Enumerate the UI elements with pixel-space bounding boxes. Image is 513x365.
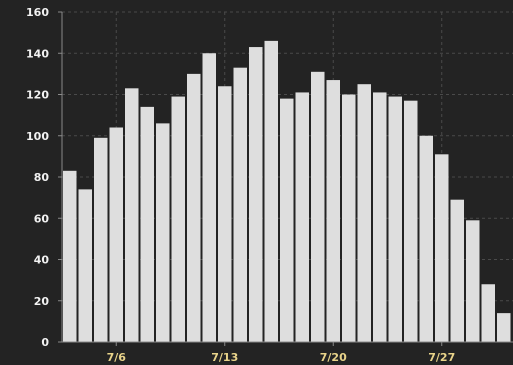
- bar-7/23: [373, 92, 387, 342]
- bar-7/30: [481, 284, 495, 342]
- bar-7/17: [280, 98, 294, 342]
- bar-7/15: [249, 47, 263, 342]
- y-tick-label-140: 140: [26, 47, 49, 60]
- y-tick-label-40: 40: [34, 254, 50, 267]
- y-tick-label-80: 80: [34, 171, 50, 184]
- bar-7/18: [295, 92, 309, 342]
- bar-7/26: [419, 135, 433, 342]
- bar-7/6: [109, 127, 123, 342]
- y-tick-label-100: 100: [26, 130, 49, 143]
- y-axis-tick-labels: 0 20 40 60 80 100 120 140 160: [26, 6, 49, 349]
- bar-7/8: [140, 106, 154, 342]
- bar-7/16: [264, 40, 278, 342]
- axes: [58, 11, 513, 346]
- bars: [63, 40, 511, 342]
- bar-7/13: [218, 86, 232, 342]
- bar-7/24: [388, 96, 402, 342]
- x-tick-label-7/20: 7/20: [320, 351, 347, 364]
- bar-7/5: [94, 137, 108, 342]
- grid-lines: [62, 11, 513, 342]
- bar-7/22: [357, 84, 371, 342]
- bar-7/21: [342, 94, 356, 342]
- bar-7/4: [78, 189, 92, 342]
- x-tick-label-7/27: 7/27: [428, 351, 455, 364]
- bar-7/20: [326, 80, 340, 342]
- bar-7/28: [450, 199, 464, 342]
- bar-7/11: [187, 73, 201, 342]
- bar-7/25: [404, 100, 418, 342]
- y-tick-label-20: 20: [34, 295, 50, 308]
- bar-7/29: [466, 220, 480, 342]
- bar-7/10: [171, 96, 185, 342]
- bar-7/9: [156, 123, 170, 342]
- bar-7/3: [63, 170, 77, 342]
- bar-7/14: [233, 67, 247, 342]
- x-tick-label-7/6: 7/6: [107, 351, 127, 364]
- y-tick-label-160: 160: [26, 6, 49, 19]
- y-tick-label-60: 60: [34, 212, 50, 225]
- bar-7/12: [202, 53, 216, 342]
- y-tick-label-120: 120: [26, 89, 49, 102]
- bar-7/19: [311, 71, 325, 342]
- bar-7/27: [435, 154, 449, 342]
- bar-7/31: [497, 313, 511, 342]
- x-axis-tick-labels: 7/6 7/13 7/20 7/27: [107, 351, 456, 364]
- y-tick-label-0: 0: [41, 336, 49, 349]
- x-tick-label-7/13: 7/13: [211, 351, 238, 364]
- bar-7/7: [125, 88, 139, 342]
